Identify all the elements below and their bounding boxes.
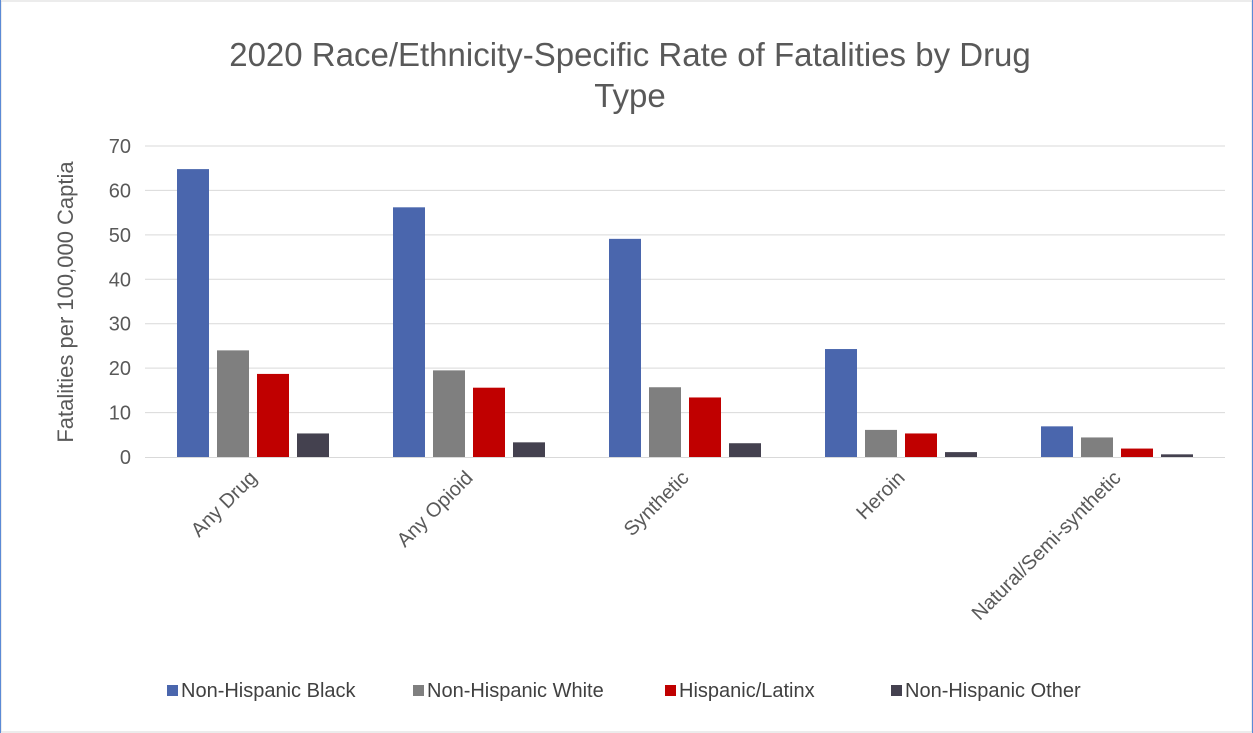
legend-label: Hispanic/Latinx: [679, 680, 815, 702]
bar: [729, 443, 761, 457]
legend-label: Non-Hispanic Other: [905, 680, 1081, 702]
bar: [1121, 448, 1153, 457]
bar: [393, 207, 425, 457]
bar: [1161, 454, 1193, 457]
y-axis-ticks: 0 10 20 30 40 50 60 70: [109, 136, 131, 469]
bar: [649, 387, 681, 457]
bar: [905, 433, 937, 457]
legend-label: Non-Hispanic Black: [181, 680, 357, 702]
y-tick-label: 30: [109, 314, 131, 336]
y-tick-label: 10: [109, 403, 131, 425]
chart-title-line-2: Type: [594, 77, 666, 114]
bar: [865, 429, 897, 457]
bar: [689, 397, 721, 457]
bar: [297, 433, 329, 457]
y-tick-label: 50: [109, 225, 131, 247]
bars: [177, 169, 1193, 458]
y-tick-label: 70: [109, 136, 131, 158]
y-tick-label: 20: [109, 358, 131, 380]
legend: Non-Hispanic Black Non-Hispanic White Hisp…: [167, 680, 1081, 702]
bar: [945, 452, 977, 457]
legend-swatch: [891, 685, 902, 696]
bar: [513, 442, 545, 457]
chart-title-line-1: 2020 Race/Ethnicity-Specific Rate of Fat…: [229, 36, 1031, 73]
bar: [217, 350, 249, 457]
legend-swatch: [167, 685, 178, 696]
bar: [257, 373, 289, 457]
bar: [825, 349, 857, 457]
gridlines: [145, 145, 1225, 414]
legend-swatch: [665, 685, 676, 696]
bar: [433, 370, 465, 457]
y-tick-label: 60: [109, 180, 131, 202]
bar: [1081, 437, 1113, 457]
bar: [177, 169, 209, 458]
bar: [609, 238, 641, 457]
legend-swatch: [413, 685, 424, 696]
bar: [473, 387, 505, 457]
bar: [1041, 426, 1073, 457]
y-tick-label: 0: [120, 447, 131, 469]
y-axis-label: Fatalities per 100,000 Captia: [53, 161, 78, 443]
legend-label: Non-Hispanic White: [427, 680, 604, 702]
y-tick-label: 40: [109, 269, 131, 291]
